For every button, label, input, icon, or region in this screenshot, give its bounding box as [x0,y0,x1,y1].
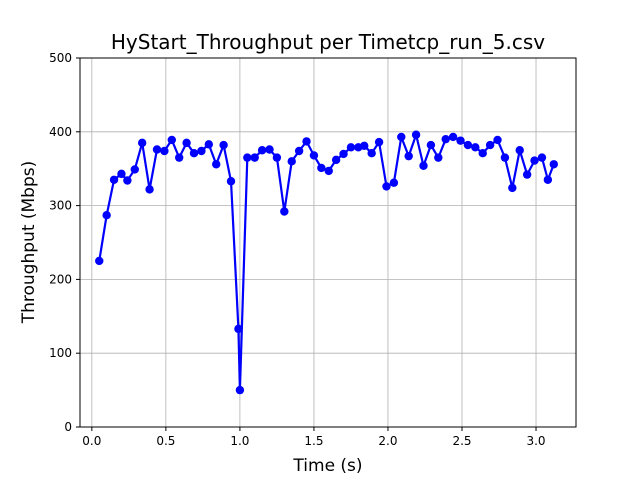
data-point [448,132,458,142]
data-point [265,145,274,154]
data-point [235,385,245,395]
data-point [426,140,436,150]
axes: 0.0 0.5 1.0 1.5 2.0 2.5 3.0 0 100 200 300 400 500 [49,51,577,448]
data-point [137,138,147,148]
x-tick-label: 3.0 [526,434,545,448]
data-point [339,149,348,159]
data-point [549,160,558,169]
data-point [189,149,199,158]
data-point [167,135,176,145]
y-axis-label: Throughput (Mbps) [19,161,39,325]
y-tick-label: 300 [49,199,72,213]
data-point [212,160,221,169]
data-point [219,140,228,150]
data-point [404,151,413,161]
data-point [309,151,319,160]
x-tick-label: 1.0 [230,434,249,448]
data-point [463,140,473,150]
data-point [272,153,282,162]
data-point [346,143,356,152]
data-point [456,136,465,145]
data-point [537,153,547,162]
x-axis-label: Time (s) [292,456,362,476]
data-point [130,165,139,174]
data-point [294,146,304,156]
plot-frame [79,57,577,428]
data-point [226,177,236,186]
chart-title: HyStart_Throughput per Timetcp_run_5.csv [111,30,545,54]
data-point [160,146,169,156]
data-point [197,146,206,156]
data-point [152,145,162,154]
data-point [493,135,502,145]
y-tick-label: 200 [49,272,72,286]
data-point [397,132,406,142]
data-point [485,140,495,150]
data-point [522,170,532,179]
data-point [441,134,450,144]
data-point [331,155,341,165]
data-point [95,256,104,266]
y-tick-label: 400 [49,125,72,139]
data-point [182,138,191,148]
data-point [389,178,399,187]
data-point [257,146,267,155]
data-point [500,153,510,162]
data-point [360,141,369,151]
data-point [434,153,443,162]
data-point [302,137,311,146]
x-tick-label: 0.0 [82,434,101,448]
y-tick-label: 100 [49,346,72,360]
data-point [102,210,111,220]
data-point [175,153,184,162]
data-point [109,175,119,184]
data-point [287,157,296,166]
data-point [508,183,517,193]
data-point [324,166,333,176]
y-tick-label: 0 [64,420,72,434]
data-point [478,149,487,158]
data-point [123,176,132,185]
series-layer [95,130,558,395]
x-tick-label: 0.5 [156,434,175,448]
x-tick-label: 2.0 [378,434,397,448]
data-point [419,161,428,170]
data-point [317,163,326,173]
data-point [280,207,289,216]
data-point [382,182,391,191]
data-point [543,175,553,184]
data-point [234,324,243,334]
x-tick-label: 2.5 [452,434,471,448]
data-point [145,185,154,194]
data-point [471,143,480,152]
data-point [117,169,126,179]
data-point [374,137,384,147]
data-point [243,153,252,162]
y-tick-label: 500 [49,51,72,65]
data-point [411,130,421,139]
data-point [530,156,539,165]
data-point [250,153,259,162]
data-point [204,140,214,149]
data-point [515,146,524,155]
data-point [367,149,376,158]
x-tick-label: 1.5 [304,434,323,448]
